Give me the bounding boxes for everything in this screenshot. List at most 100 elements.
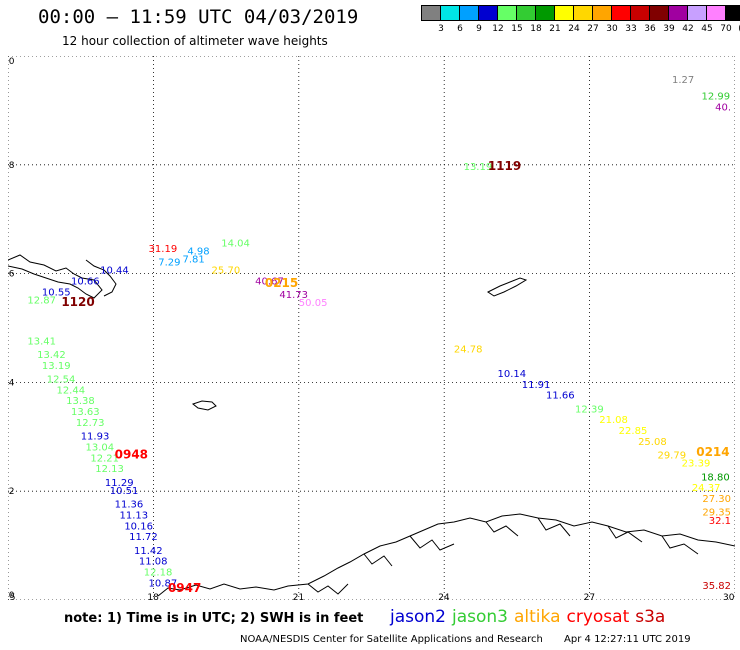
satellite-name: cryosat	[566, 607, 630, 627]
satellite-name: s3a	[635, 607, 666, 627]
wave-height-label: 12.87	[27, 296, 56, 307]
wave-height-label: 31.19	[149, 244, 178, 255]
lat-tick-label: 74	[8, 378, 15, 388]
credit-text: NOAA/NESDIS Center for Satellite Applica…	[240, 634, 543, 645]
wave-height-label: 11.66	[546, 391, 575, 402]
coastlines	[8, 254, 735, 597]
lat-tick-label: 80	[8, 57, 15, 67]
legend-label: 39	[663, 24, 675, 34]
wave-height-label: 11.29	[105, 478, 134, 489]
legend-label: (ft)	[738, 24, 740, 34]
wave-height-label: 12.99	[702, 92, 731, 103]
chart-title: 00:00 – 11:59 UTC 04/03/2019	[38, 6, 359, 28]
wave-height-label: 11.91	[522, 380, 551, 391]
legend-swatch	[479, 6, 498, 20]
wave-height-label: 29.35	[702, 508, 731, 519]
pass-time-label: 0215	[265, 276, 298, 290]
axis-labels: 80 78 76 74 72 7015 18 21 24 27 30	[8, 57, 735, 600]
legend-label: 30	[606, 24, 618, 34]
legend-swatch	[498, 6, 517, 20]
wave-height-label: 10.55	[42, 287, 71, 298]
wave-height-label: 25.70	[212, 266, 241, 277]
legend-label: 9	[476, 24, 482, 34]
wave-height-label: 25.08	[638, 437, 667, 448]
wave-height-label: 41.73	[279, 290, 308, 301]
legend-label: 27	[587, 24, 599, 34]
legend-label: 33	[625, 24, 637, 34]
satellite-name: altika	[514, 607, 561, 627]
wave-height-label: 35.82	[702, 581, 731, 592]
norway-coast	[157, 513, 735, 597]
wave-height-label: 1.27	[672, 75, 694, 86]
lon-tick-label: 30	[723, 593, 735, 600]
wave-height-label: 7.29	[158, 257, 180, 268]
legend-label: 70	[720, 24, 732, 34]
wave-height-label: 10.44	[100, 266, 129, 277]
legend-swatch	[460, 6, 479, 20]
legend-swatches	[421, 5, 740, 21]
generated-timestamp: Apr 4 12:27:11 UTC 2019	[564, 634, 691, 645]
wave-height-label: 21.08	[599, 415, 628, 426]
legend-swatch	[612, 6, 631, 20]
wave-height-label: 11.36	[115, 500, 144, 511]
legend-label: 12	[492, 24, 504, 34]
legend-swatch	[422, 6, 441, 20]
wave-height-label: 10.66	[71, 276, 100, 287]
legend-label: 3	[438, 24, 444, 34]
wave-height-label: 24.37	[692, 483, 721, 494]
legend-swatch	[707, 6, 726, 20]
lon-tick-label: 27	[584, 593, 595, 600]
wave-height-label: 13.04	[86, 442, 115, 453]
legend-swatch	[536, 6, 555, 20]
pass-time-label: 0214	[696, 445, 729, 459]
wave-height-label: 11.42	[134, 546, 163, 557]
bear-island	[191, 400, 217, 411]
lon-tick-label: 24	[438, 593, 450, 600]
satellite-name: jason2	[390, 607, 446, 627]
wave-height-label: 4.98	[187, 247, 209, 258]
legend-swatch	[441, 6, 460, 20]
wave-height-label: 11.72	[129, 532, 158, 543]
wave-height-label: 10.16	[124, 521, 153, 532]
wave-height-label: 12.44	[56, 385, 85, 396]
legend-swatch	[726, 6, 740, 20]
wave-height-label: 10.51	[110, 486, 139, 497]
pass-time-label: 0947	[168, 581, 201, 595]
lat-tick-label: 78	[8, 161, 15, 171]
satellite-name: jason3	[452, 607, 508, 627]
wave-height-label: 10.14	[498, 369, 527, 380]
legend-label: 24	[568, 24, 580, 34]
wave-height-label: 40.	[715, 102, 731, 113]
wave-height-label: 22.85	[619, 426, 648, 437]
wave-height-label: 12.73	[76, 418, 105, 429]
lon-tick-label: 21	[293, 593, 304, 600]
kong-karls-island	[487, 277, 528, 297]
wave-height-label: 23.39	[682, 459, 711, 470]
wave-height-label: 13.38	[66, 396, 95, 407]
pass-time-label: 1120	[61, 295, 94, 309]
legend-swatch	[688, 6, 707, 20]
wave-height-label: 12.18	[144, 568, 173, 579]
wave-height-label: 50.05	[299, 298, 328, 309]
wave-height-label: 11.93	[81, 432, 110, 443]
pass-time-labels: 1119 0215 1120 0948 0214 0947	[61, 159, 729, 595]
wave-height-label: 40.67	[255, 276, 284, 287]
pass-time-label: 0948	[115, 448, 148, 462]
wave-height-label: 32.1	[709, 516, 731, 527]
legend-label: 6	[457, 24, 463, 34]
wave-height-label: 10.87	[149, 578, 178, 589]
legend-label: 45	[701, 24, 713, 34]
legend-swatch	[517, 6, 536, 20]
legend-swatch	[574, 6, 593, 20]
wave-height-label: 18.80	[701, 472, 730, 483]
wave-height-label: 14.04	[221, 238, 250, 249]
legend-swatch	[669, 6, 688, 20]
units-note: note: 1) Time is in UTC; 2) SWH is in fe…	[64, 611, 364, 626]
lat-lon-grid	[8, 56, 735, 600]
wave-height-label: 24.78	[454, 344, 483, 355]
legend-swatch	[555, 6, 574, 20]
